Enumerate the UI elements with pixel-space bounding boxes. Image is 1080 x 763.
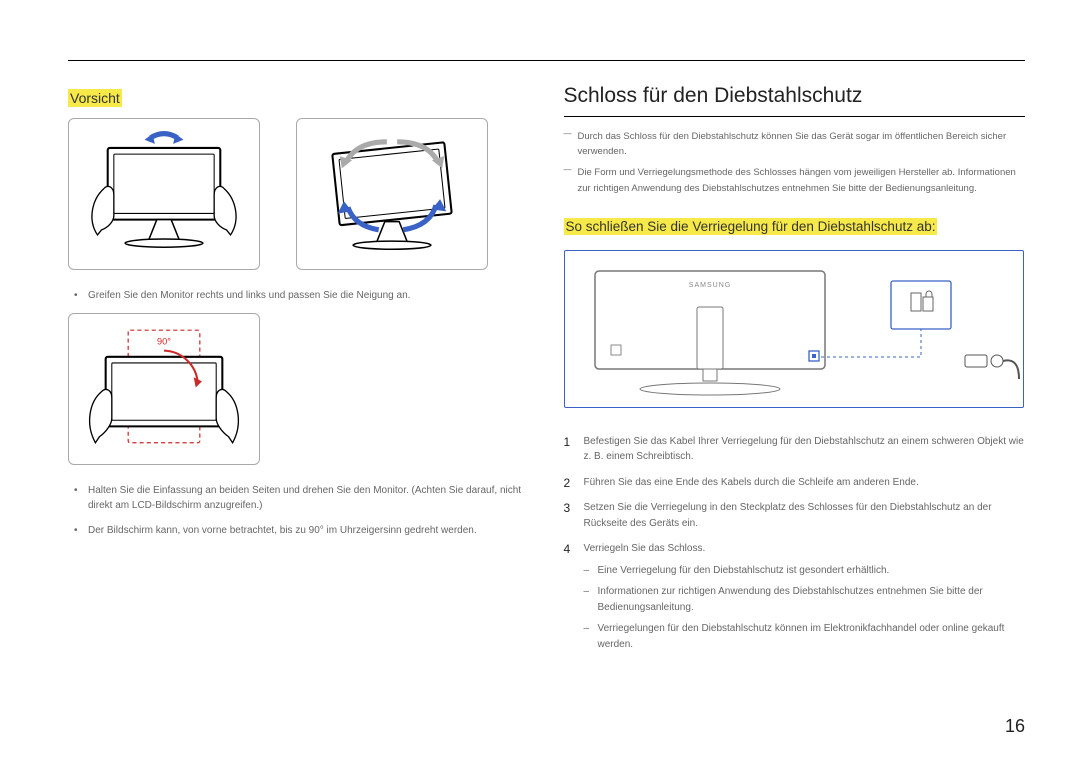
svg-text:SAMSUNG: SAMSUNG: [688, 282, 730, 289]
lock-subheading: So schließen Sie die Verriegelung für de…: [564, 218, 938, 235]
step-text: Setzen Sie die Verriegelung in den Steck…: [584, 502, 992, 529]
lock-heading: Schloss für den Diebstahlschutz: [564, 84, 1026, 117]
left-bullet-list-2: Halten Sie die Einfassung an beiden Seit…: [74, 483, 530, 538]
step-text: Befestigen Sie das Kabel Ihrer Verriegel…: [584, 436, 1024, 463]
step-item: 2 Führen Sie das eine Ende des Kabels du…: [564, 475, 1026, 491]
right-column: Schloss für den Diebstahlschutz Durch da…: [564, 60, 1026, 662]
step-number: 2: [564, 474, 571, 493]
rotate-90-label: 90°: [157, 337, 171, 347]
sub-item: Verriegelungen für den Diebstahlschutz k…: [584, 621, 1026, 652]
page-body: Vorsicht: [0, 0, 1080, 662]
step-item: 1 Befestigen Sie das Kabel Ihrer Verrieg…: [564, 434, 1026, 465]
page-top-rule: [68, 60, 1025, 61]
tilt-illustration: [68, 118, 260, 270]
step-text: Verriegeln Sie das Schloss.: [584, 543, 706, 554]
lock-note-list: Durch das Schloss für den Diebstahlschut…: [564, 129, 1026, 196]
bullet-item: Greifen Sie den Monitor rechts und links…: [74, 288, 530, 303]
step-number: 1: [564, 433, 571, 452]
note-item: Die Form und Verriegelungsmethode des Sc…: [564, 165, 1026, 195]
step-number: 4: [564, 540, 571, 559]
note-item: Durch das Schloss für den Diebstahlschut…: [564, 129, 1026, 159]
rotate-illustration: 90°: [68, 313, 260, 465]
sub-item: Informationen zur richtigen Anwendung de…: [584, 584, 1026, 615]
step-item: 4 Verriegeln Sie das Schloss. Eine Verri…: [564, 541, 1026, 652]
left-column: Vorsicht: [68, 60, 530, 662]
step-sublist: Eine Verriegelung für den Diebstahlschut…: [584, 563, 1026, 653]
sub-item: Eine Verriegelung für den Diebstahlschut…: [584, 563, 1026, 579]
bullet-item: Halten Sie die Einfassung an beiden Seit…: [74, 483, 530, 513]
bullet-item: Der Bildschirm kann, von vorne betrachte…: [74, 523, 530, 538]
swivel-illustration: [296, 118, 488, 270]
step-text: Führen Sie das eine Ende des Kabels durc…: [584, 477, 919, 488]
caution-label: Vorsicht: [68, 89, 122, 107]
left-bullet-list-1: Greifen Sie den Monitor rechts und links…: [74, 288, 530, 303]
illustration-row: [68, 118, 530, 270]
step-number: 3: [564, 499, 571, 518]
lock-figure: SAMSUNG: [564, 250, 1024, 408]
step-item: 3 Setzen Sie die Verriegelung in den Ste…: [564, 500, 1026, 531]
lock-steps: 1 Befestigen Sie das Kabel Ihrer Verrieg…: [564, 434, 1026, 653]
page-number: 16: [1005, 716, 1025, 737]
